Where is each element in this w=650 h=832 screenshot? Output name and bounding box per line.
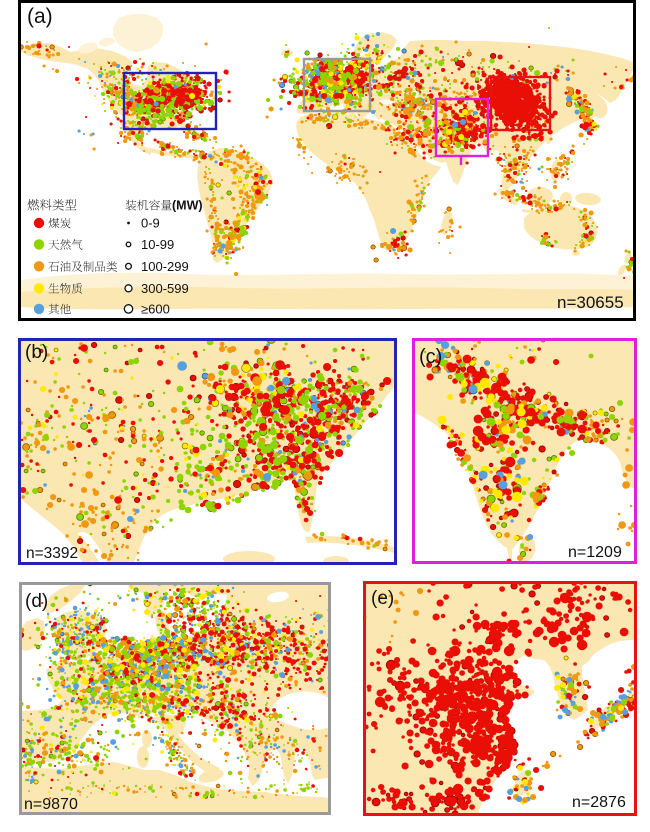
svg-text:n=1209: n=1209	[568, 544, 622, 561]
svg-text:100-299: 100-299	[141, 259, 189, 274]
svg-text:n=2876: n=2876	[572, 794, 626, 811]
svg-text:n=9870: n=9870	[24, 796, 78, 813]
svg-text:300-599: 300-599	[141, 281, 189, 296]
svg-text:n=3392: n=3392	[26, 545, 78, 562]
svg-text:(a): (a)	[27, 5, 53, 28]
svg-text:(MW): (MW)	[172, 199, 203, 213]
svg-text:0-9: 0-9	[141, 216, 160, 231]
svg-text:(c): (c)	[419, 346, 442, 368]
svg-text:10-99: 10-99	[141, 237, 174, 252]
svg-text:n=30655: n=30655	[557, 293, 624, 312]
svg-text:(b): (b)	[25, 342, 48, 363]
svg-text:≥600: ≥600	[141, 301, 170, 316]
svg-text:(d): (d)	[25, 591, 48, 612]
svg-text:(e): (e)	[371, 588, 394, 609]
